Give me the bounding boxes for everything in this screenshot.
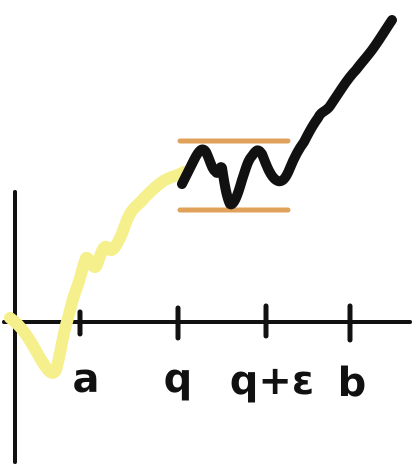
tick-label-a: a xyxy=(73,356,100,402)
tick-label-q-plus-epsilon: q+ε xyxy=(230,358,314,404)
tick-label-b: b xyxy=(338,360,367,406)
tick-label-q: q xyxy=(164,356,193,402)
early-path-segment xyxy=(4,166,190,379)
late-path-segment xyxy=(177,15,397,210)
